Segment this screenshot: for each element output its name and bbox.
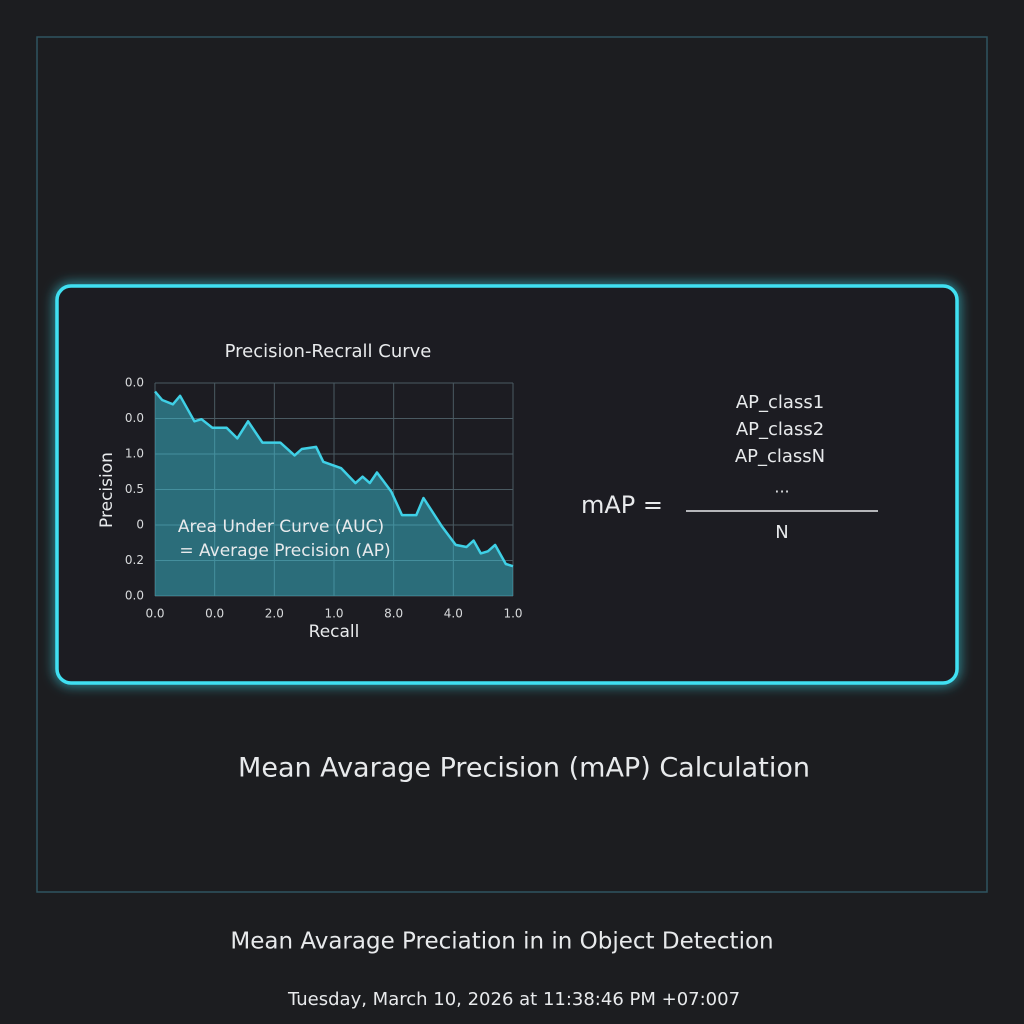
x-axis-label: Recall: [309, 622, 360, 642]
x-tick-label: 4.0: [444, 607, 463, 621]
annotation: = Average Precision (AP): [179, 541, 390, 561]
annotation: Area Under Curve (AUC): [178, 517, 384, 537]
outer-frame: [36, 36, 988, 893]
x-tick-label: 0.0: [145, 607, 164, 621]
chart-title: Precision-Recrall Curve: [225, 341, 432, 362]
y-tick-label: 0: [136, 518, 144, 532]
y-tick-label: 0.0: [125, 411, 144, 425]
numerator-term: AP_class1: [736, 392, 824, 413]
plot: 0.00.01.00.500.20.00.0 0.0 2.0 1.0 8.0 4.0 1.0: [125, 376, 523, 621]
numerator-term: ...: [774, 478, 789, 497]
x-tick-label: 0.0: [205, 607, 224, 621]
x-tick-label: 2.0: [265, 607, 284, 621]
numerator-term: AP_classN: [735, 446, 825, 467]
y-tick-label: 0.2: [125, 553, 144, 567]
y-axis-label: Precision: [97, 452, 117, 528]
denominator: N: [775, 522, 788, 543]
y-tick-label: 0.0: [125, 376, 144, 390]
numerator-term: AP_class2: [736, 419, 824, 440]
y-tick-label: 0.5: [125, 482, 144, 496]
curve: [154, 390, 514, 568]
glow-panel: [55, 284, 959, 685]
y-tick-label: 1.0: [125, 447, 144, 461]
timestamp: Tuesday, March 10, 2026 at 11:38:46 PM +…: [287, 989, 740, 1010]
formula-lhs: mAP =: [581, 491, 663, 519]
x-tick-label: 8.0: [384, 607, 403, 621]
x-tick-label: 1.0: [503, 607, 522, 621]
x-tick-label: 1.0: [324, 607, 343, 621]
footer-title: Mean Avarage Preciation in in Object Det…: [230, 929, 773, 955]
area: [155, 391, 513, 596]
caption: Mean Avarage Precision (mAP) Calculation: [238, 753, 810, 784]
y-tick-label: 0.0: [125, 589, 144, 603]
